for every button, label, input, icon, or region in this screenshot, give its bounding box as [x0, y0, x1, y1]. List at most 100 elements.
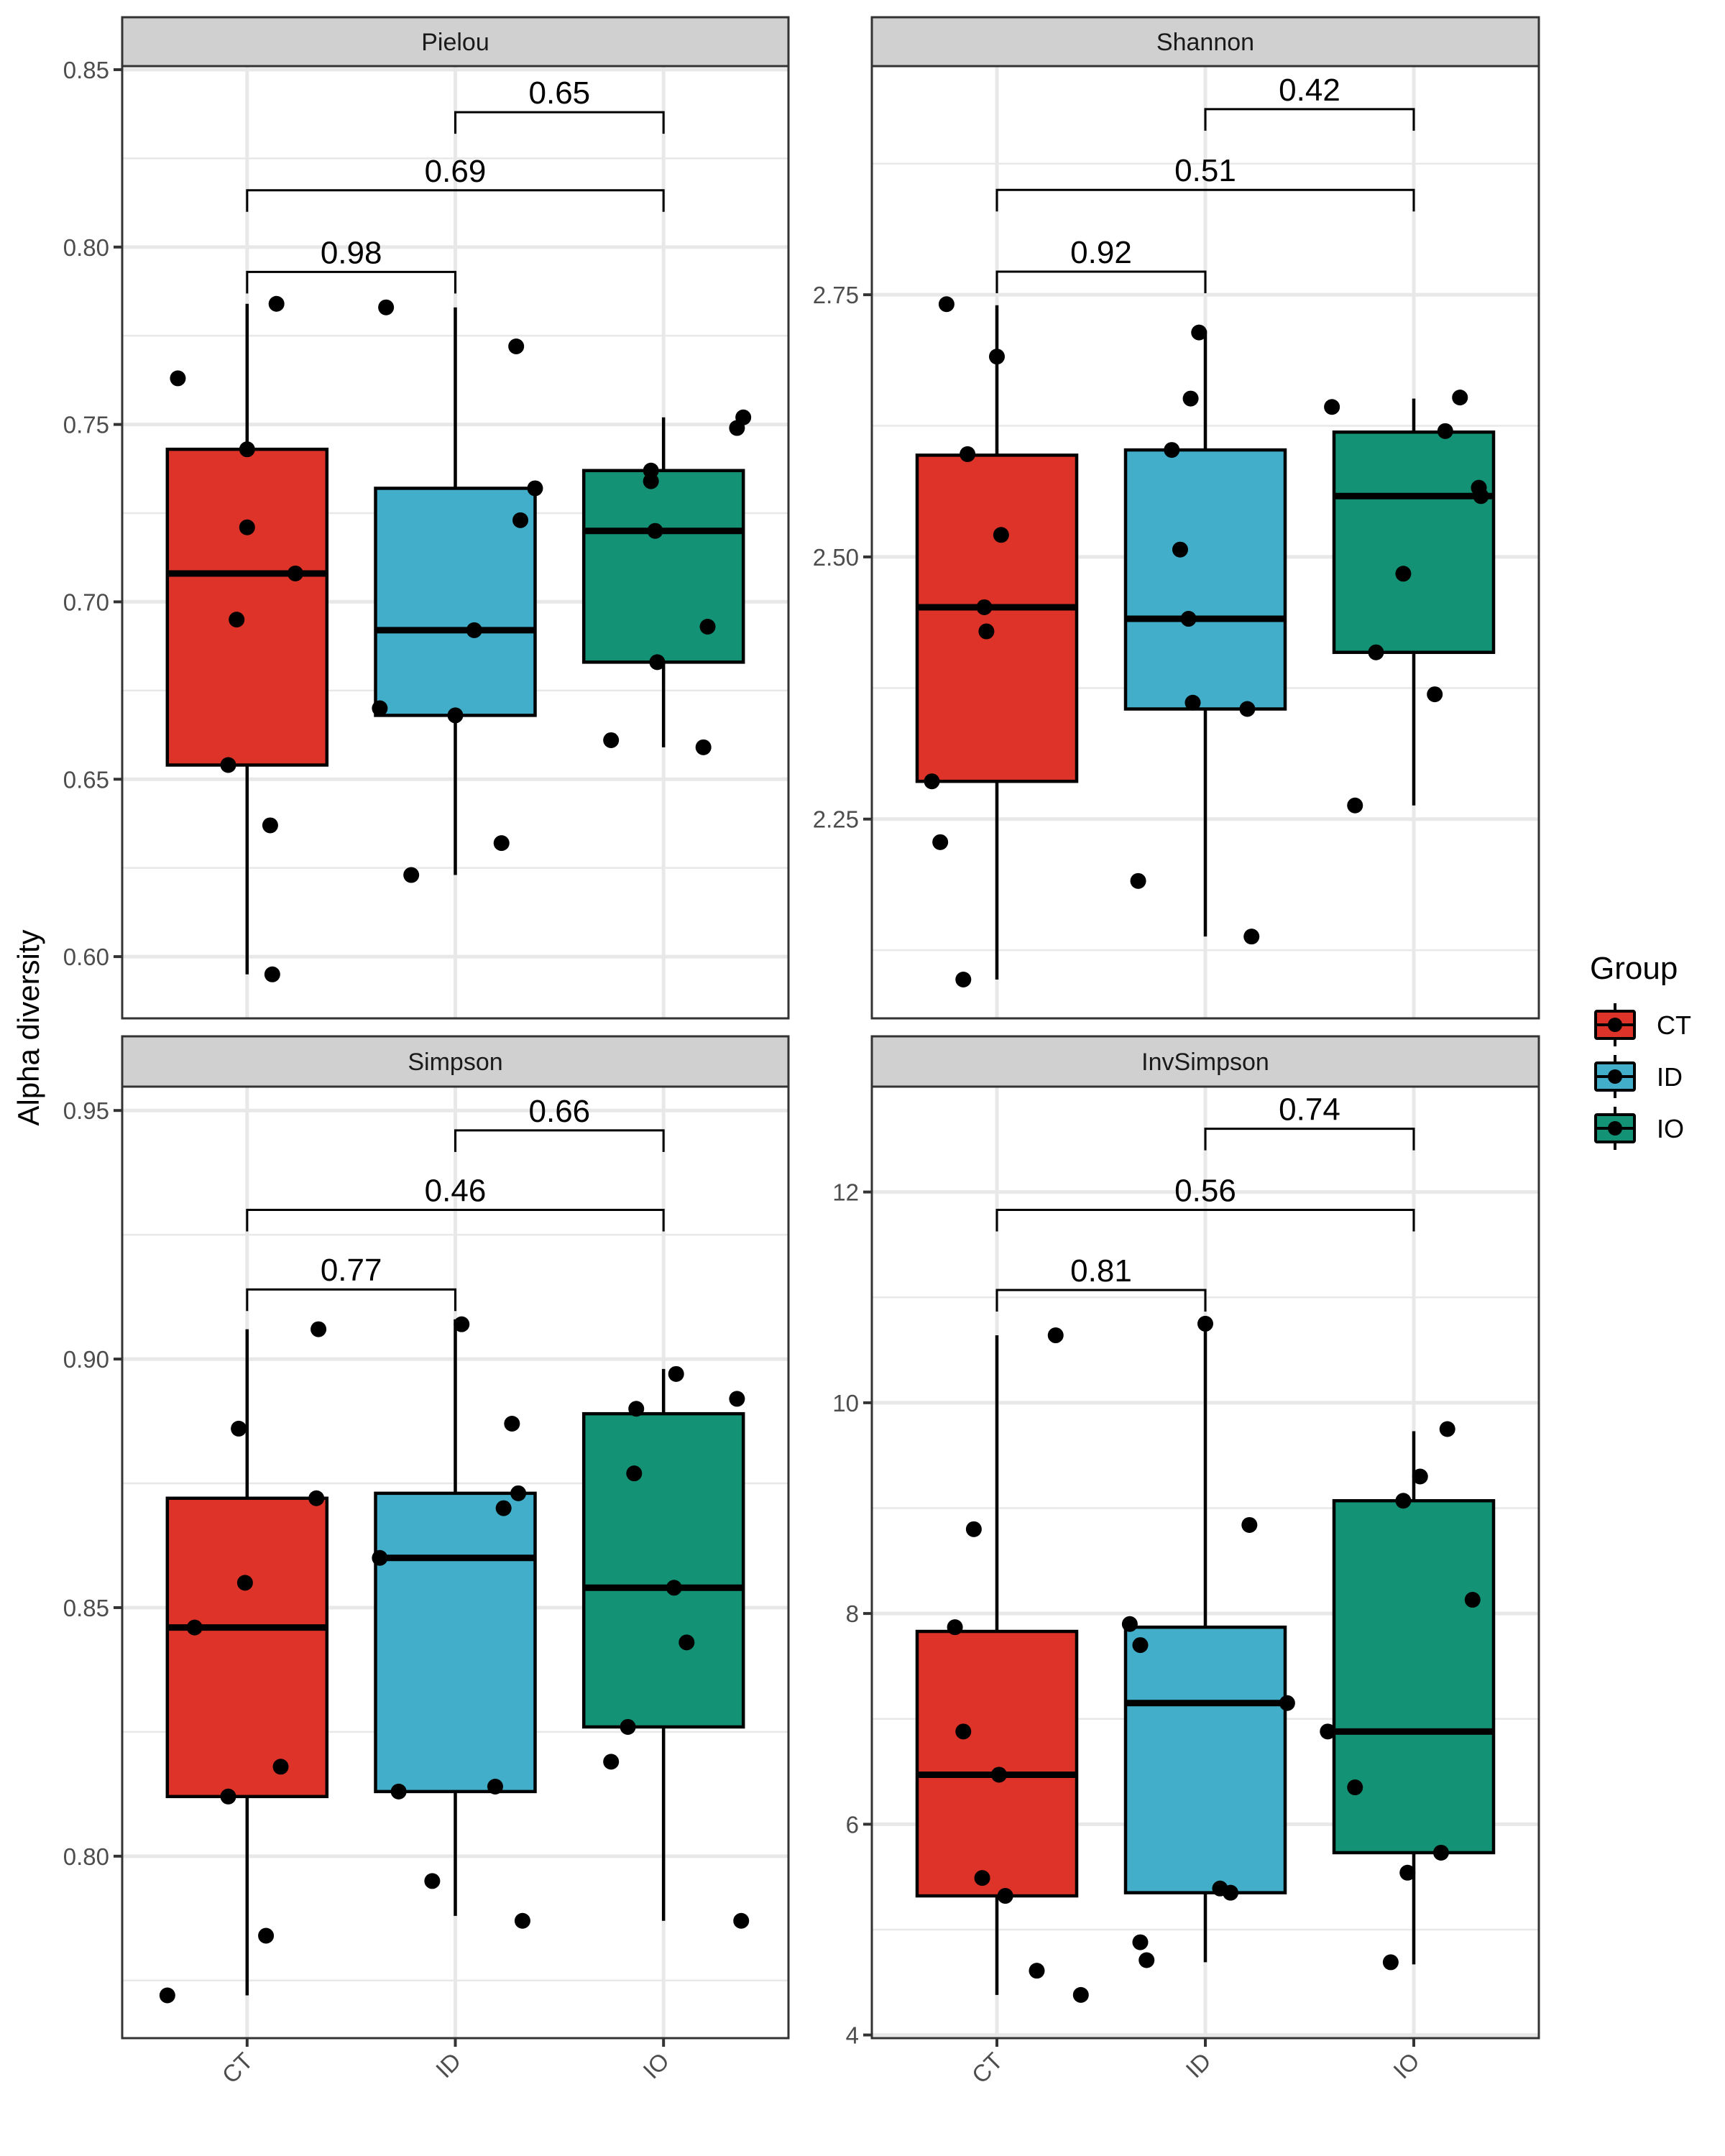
panel-shannon: 2.25 2.50 2.75 0.92 0.51 0.42 Shannon [813, 16, 1540, 1020]
legend-item-label: CT [1657, 1010, 1691, 1040]
data-point [239, 441, 255, 458]
data-point [378, 299, 395, 315]
data-point [310, 1321, 327, 1337]
box-ct [915, 1335, 1079, 1995]
legend-key-point [1608, 1018, 1622, 1032]
bracket-line [995, 1209, 1415, 1232]
data-point [258, 1927, 275, 1944]
p-value-label: 0.66 [529, 1094, 591, 1129]
data-point [695, 739, 712, 755]
bracket-line [454, 111, 665, 134]
data-point [236, 1575, 253, 1591]
data-point [1239, 701, 1256, 717]
comparison-bracket: 0.92 [995, 235, 1207, 294]
box-id [1123, 330, 1287, 937]
data-point [603, 732, 620, 748]
data-point [1279, 1695, 1295, 1711]
panel-pielou: 0.60 0.65 0.70 0.75 0.80 0.85 0.98 0.69 0.65 Piel… [63, 16, 790, 1020]
comparison-bracket: 0.77 [246, 1253, 456, 1312]
data-point [997, 1888, 1013, 1904]
bracket-line [246, 189, 665, 212]
data-point [1437, 423, 1453, 439]
p-value-label: 0.42 [1279, 73, 1340, 108]
data-point [466, 622, 482, 638]
box-iqr [581, 1411, 745, 1729]
facet-strip [121, 16, 790, 68]
comparison-bracket: 0.42 [1204, 73, 1415, 131]
legend-item-io: IO [1594, 1107, 1684, 1150]
y-tick-label: 0.85 [63, 57, 109, 83]
comparison-bracket: 0.46 [246, 1174, 665, 1232]
comparison-bracket: 0.98 [246, 235, 456, 294]
data-point [372, 1549, 388, 1566]
y-tick-label: 6 [846, 1811, 859, 1838]
facet-strip [870, 16, 1540, 68]
data-point [924, 773, 940, 790]
data-point [932, 834, 949, 850]
legend-item-id: ID [1594, 1055, 1683, 1098]
data-point [1138, 1952, 1155, 1968]
data-point [620, 1718, 636, 1735]
data-point [159, 1987, 175, 2004]
box-io [1332, 1431, 1496, 1965]
bracket-line [246, 1209, 665, 1232]
data-point [647, 522, 663, 539]
data-point [272, 1759, 289, 1775]
data-point [735, 409, 752, 425]
comparison-bracket: 0.74 [1204, 1092, 1415, 1151]
bracket-line [995, 1289, 1207, 1312]
legend-item-label: IO [1657, 1114, 1684, 1143]
bracket-line [454, 1129, 665, 1152]
comparison-bracket: 0.69 [246, 154, 665, 212]
data-point [390, 1783, 407, 1800]
data-point [643, 473, 659, 489]
bracket-line [246, 270, 456, 294]
data-point [1320, 1723, 1336, 1740]
data-point [504, 1416, 520, 1432]
data-point [424, 1873, 441, 1889]
box-iqr [165, 1496, 329, 1799]
p-value-label: 0.98 [321, 235, 382, 270]
legend-keys: CT ID IO [1594, 1003, 1691, 1150]
data-point [372, 700, 388, 717]
box-iqr [915, 1629, 1079, 1898]
data-point [308, 1490, 325, 1506]
data-point [514, 1912, 530, 1929]
data-point [993, 527, 1009, 543]
data-point [229, 612, 245, 628]
data-point [668, 1365, 684, 1382]
data-point [447, 707, 464, 724]
data-point [1121, 1616, 1138, 1632]
data-point [1047, 1327, 1064, 1344]
y-tick-label: 0.95 [63, 1097, 109, 1124]
data-point [264, 966, 280, 982]
data-point [649, 654, 666, 671]
legend-key-point [1608, 1121, 1622, 1135]
data-point [287, 565, 303, 581]
box-io [1332, 398, 1496, 806]
data-point [170, 370, 186, 387]
data-point [1184, 694, 1201, 711]
bracket-line [1204, 1128, 1415, 1151]
data-point [1132, 1934, 1149, 1950]
data-point [628, 1401, 645, 1417]
box-iqr [1123, 448, 1287, 711]
p-value-label: 0.92 [1070, 235, 1132, 270]
box-iqr [1332, 430, 1496, 654]
data-point [487, 1778, 503, 1795]
bracket-line [246, 1288, 456, 1312]
box-io [581, 1368, 745, 1921]
y-tick-label: 2.50 [813, 544, 859, 571]
data-point [403, 867, 420, 883]
box-ct [165, 303, 329, 975]
box-iqr [581, 469, 745, 664]
facet-strip [121, 1035, 790, 1088]
legend-item-ct: CT [1594, 1003, 1691, 1046]
box-id [374, 307, 537, 875]
data-point [1395, 566, 1412, 582]
data-point [262, 817, 278, 834]
facet-strip-label: Simpson [408, 1049, 502, 1076]
data-point [1191, 324, 1208, 341]
data-point [1347, 797, 1363, 814]
